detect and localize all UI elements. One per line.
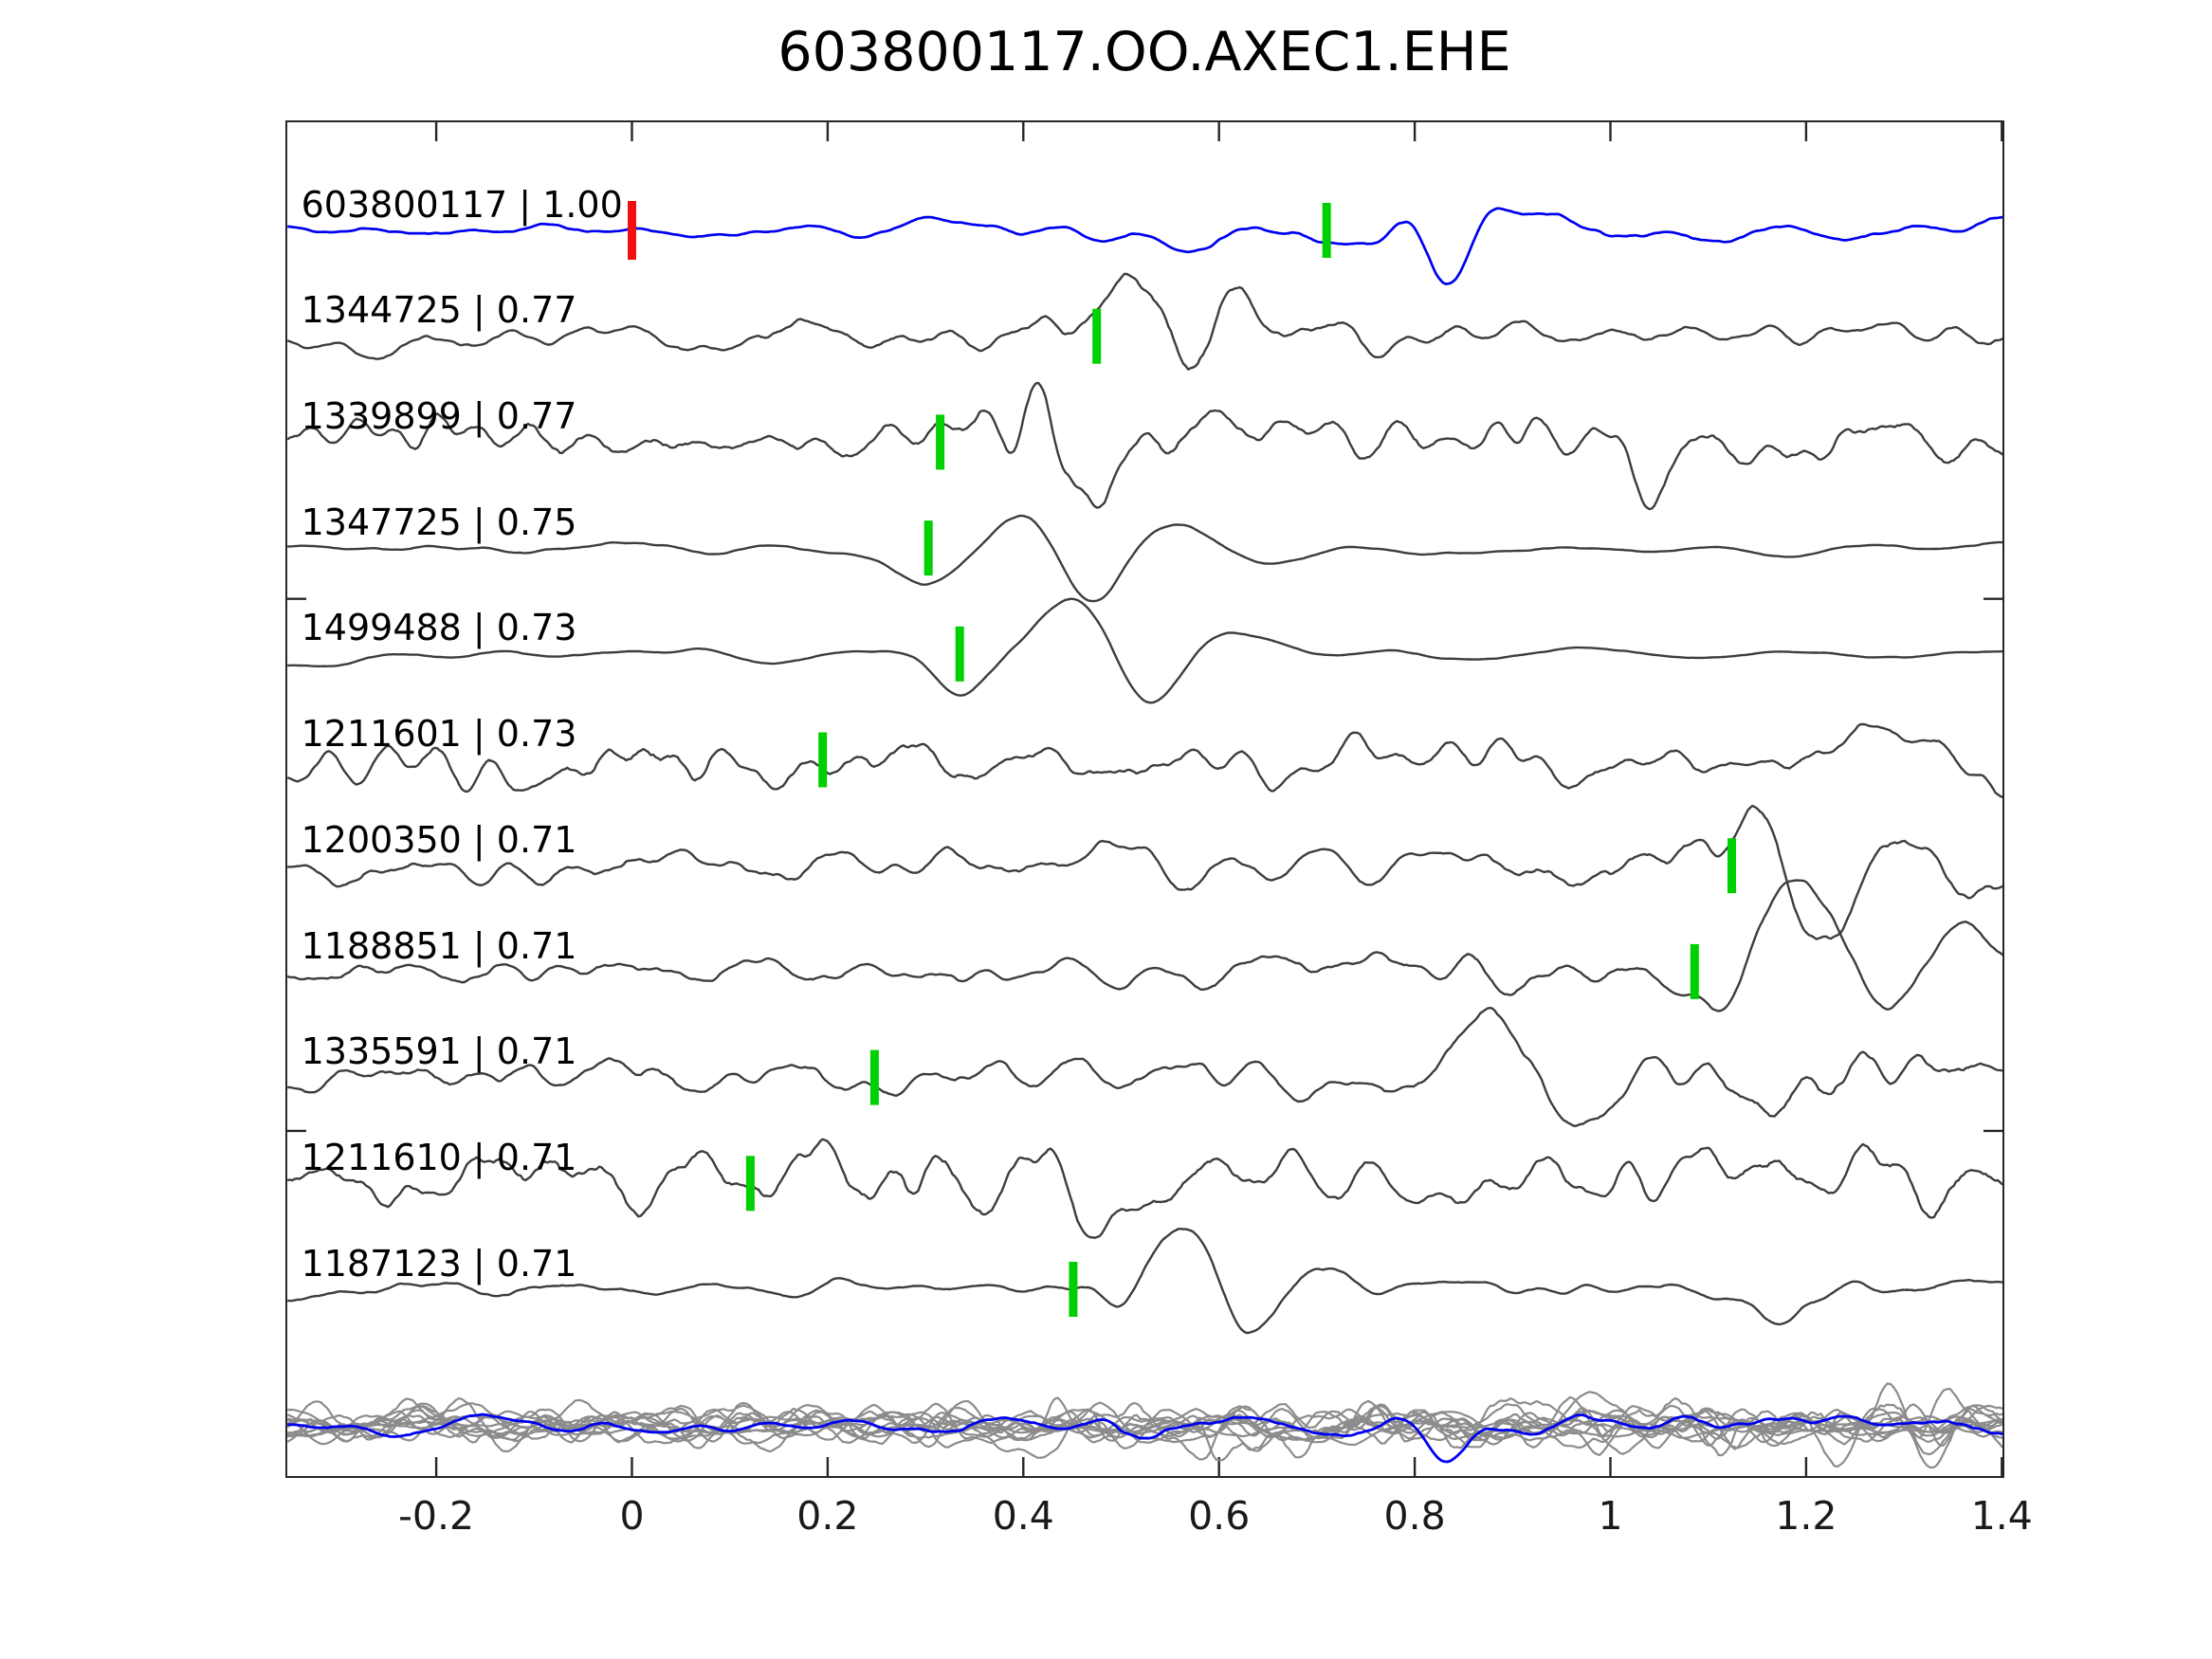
trace-label: 1211610 | 0.71: [301, 1136, 577, 1178]
stack-overlay-trace: [286, 1413, 2002, 1464]
detection-trace: [286, 1227, 2002, 1334]
pick-marker: [1727, 837, 1736, 893]
template-trace: [286, 207, 2002, 285]
detection-trace: [286, 1138, 2002, 1239]
pick-marker: [935, 414, 944, 470]
detection-trace: [286, 804, 2002, 940]
pick-marker: [817, 732, 827, 788]
pick-marker: [1069, 1261, 1078, 1317]
trace-label: 603800117 | 1.00: [301, 183, 623, 226]
trace-label: 1344725 | 0.77: [301, 289, 577, 332]
detection-trace: [286, 381, 2002, 510]
waveform-canvas: [286, 121, 2002, 1476]
detection-trace: [286, 514, 2002, 602]
origin-marker: [627, 200, 636, 260]
trace-label: 1347725 | 0.75: [301, 501, 577, 543]
x-tick-label: 1.2: [1775, 1493, 1837, 1539]
stack-trace: [286, 1390, 2002, 1449]
x-tick-label: 1: [1598, 1493, 1623, 1539]
pick-marker: [1690, 943, 1699, 999]
pick-marker: [745, 1155, 755, 1211]
trace-label: 1499488 | 0.73: [301, 607, 577, 649]
figure-title: 603800117.OO.AXEC1.EHE: [777, 21, 1511, 83]
x-tick-label: -0.2: [398, 1493, 475, 1539]
x-tick-label: 0.2: [796, 1493, 859, 1539]
trace-label: 1211601 | 0.73: [301, 713, 577, 756]
pick-marker: [1322, 202, 1331, 258]
trace-label: 1335591 | 0.71: [301, 1030, 577, 1073]
trace-label: 1200350 | 0.71: [301, 818, 577, 861]
detection-trace: [286, 722, 2002, 798]
x-tick-label: 0.4: [992, 1493, 1054, 1539]
trace-label: 1339899 | 0.77: [301, 395, 577, 437]
detection-trace: [286, 272, 2002, 371]
x-tick-label: 1.4: [1970, 1493, 2033, 1539]
detection-trace: [286, 1006, 2002, 1127]
x-tick-label: 0.6: [1188, 1493, 1251, 1539]
pick-marker: [1091, 308, 1101, 364]
plot-area: 603800117 | 1.00 1344725 | 0.77 1339899 | …: [284, 119, 2004, 1478]
x-tick-label: 0.8: [1383, 1493, 1446, 1539]
trace-label: 1188851 | 0.71: [301, 924, 577, 967]
pick-marker: [923, 520, 933, 575]
trace-label: 1187123 | 0.71: [301, 1242, 577, 1285]
detection-trace: [286, 597, 2002, 704]
pick-marker: [869, 1049, 879, 1105]
pick-marker: [955, 626, 964, 682]
stack-trace: [286, 1408, 2002, 1446]
detection-trace: [286, 879, 2002, 1012]
stack-trace: [286, 1395, 2002, 1461]
x-tick-label: 0: [619, 1493, 645, 1539]
